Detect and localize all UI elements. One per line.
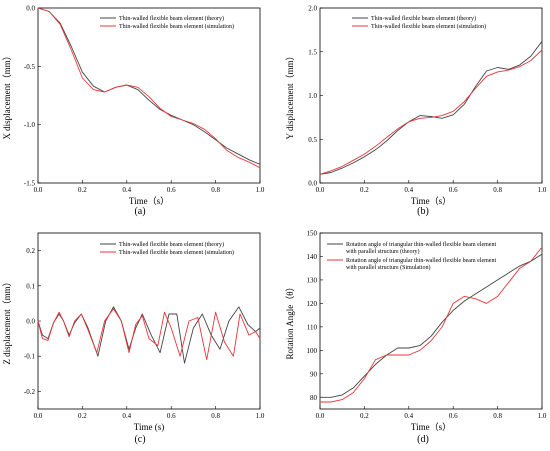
legend-label: Rotation angle of triangular thin-walled… [346, 257, 496, 264]
y-tick-label: 2.0 [308, 5, 317, 13]
x-tick-label: 0.8 [211, 412, 220, 420]
x-tick-label: 0.6 [167, 412, 176, 420]
chart-panel-4: 0.0 0.2 0.4 0.6 0.8 1.0 80 90 100 110 120 130 140 150… [285, 230, 547, 446]
y-tick-label: 80 [310, 394, 318, 402]
y-tick-label: -0.5 [24, 63, 36, 71]
x-tick-label: 1.0 [256, 412, 265, 420]
y-axis-label: X displacement（mm） [2, 51, 12, 139]
y-axis-label: Rotation Angle（θ） [285, 282, 295, 359]
y-tick-label: -1.5 [24, 180, 36, 188]
series-line-theory [319, 40, 543, 175]
y-tick-label: 0.5 [308, 136, 317, 144]
series-line-theory [319, 253, 543, 398]
legend-label: Thin-walled flexible beam element (theor… [119, 15, 224, 22]
y-axis-label: Z displacement（mm） [2, 277, 12, 364]
legend-label: Thin-walled flexible beam element (simul… [119, 23, 234, 30]
plot-frame [37, 7, 261, 184]
legend-label-line2: with parallel structure (Simulation) [346, 264, 430, 271]
series-line-simulation [319, 49, 543, 175]
x-axis-label: Time（s） [411, 196, 451, 206]
y-tick-label: 0.1 [26, 282, 35, 290]
legend-label: Thin-walled flexible beam element (simul… [371, 23, 486, 30]
legend-label: Thin-walled flexible beam element (theor… [119, 241, 224, 248]
series-line-simulation [319, 246, 543, 403]
y-tick-label: -0.1 [24, 353, 36, 361]
x-tick-label: 1.0 [538, 412, 547, 420]
series-line-theory [37, 7, 261, 165]
plot-frame [37, 232, 261, 410]
y-tick-label: 140 [307, 253, 318, 261]
y-tick-label: -0.2 [24, 388, 36, 396]
y-tick-label: 130 [307, 276, 318, 284]
x-tick-label: 0.0 [316, 412, 325, 420]
chart-panel-1: 0.0 0.2 0.4 0.6 0.8 1.0 -1.5 -1.0 -0.5 0.0 Time（s）… [2, 5, 265, 218]
chart-panel-2: 0.0 0.2 0.4 0.6 0.8 1.0 0.0 0.5 1.0 1.5 2.0 Time（s）… [285, 5, 547, 218]
x-tick-label: 0.0 [34, 412, 43, 420]
x-tick-label: 0.2 [78, 186, 87, 194]
x-axis-label: Time (s) [134, 422, 164, 432]
y-tick-label: 120 [307, 300, 318, 308]
series-line-simulation [37, 7, 261, 169]
y-tick-label: 110 [307, 323, 318, 331]
y-tick-label: 1.5 [308, 48, 317, 56]
x-tick-label: 0.4 [122, 186, 131, 194]
x-tick-label: 0.6 [167, 186, 176, 194]
y-tick-label: 0.0 [308, 180, 317, 188]
y-tick-label: 1.0 [308, 92, 317, 100]
legend-label: Thin-walled flexible beam element (theor… [371, 15, 476, 22]
y-tick-label: 0.2 [26, 247, 35, 255]
x-axis-label: Time（s） [129, 196, 169, 206]
legend-label: Thin-walled flexible beam element (simul… [119, 249, 234, 256]
plot-frame [319, 7, 543, 184]
panel-label: (c) [134, 434, 145, 445]
y-tick-label: 100 [307, 347, 318, 355]
y-tick-label: 150 [307, 230, 318, 238]
x-tick-label: 0.0 [34, 186, 43, 194]
legend-label-line2: with parallel structure (theory) [346, 248, 419, 255]
y-tick-label: 0.0 [26, 318, 35, 326]
y-tick-label: 90 [310, 370, 318, 378]
x-tick-label: 1.0 [256, 186, 265, 194]
x-tick-label: 1.0 [538, 186, 547, 194]
panel-label: (b) [417, 206, 429, 217]
x-tick-label: 0.2 [78, 412, 87, 420]
series-line-theory [37, 306, 261, 364]
chart-panel-3: 0.0 0.2 0.4 0.6 0.8 1.0 -0.2 -0.1 0.0 0.1 0.2 Time … [2, 232, 265, 445]
x-tick-label: 0.6 [449, 186, 458, 194]
y-axis-label: Y displacement（mm） [285, 52, 295, 140]
x-tick-label: 0.2 [360, 186, 369, 194]
y-tick-label: -1.0 [24, 121, 36, 129]
x-tick-label: 0.4 [122, 412, 131, 420]
y-tick-label: 0.0 [26, 5, 35, 13]
plot-frame [319, 232, 543, 410]
series-line-simulation [37, 308, 261, 361]
panel-label: (d) [417, 434, 429, 445]
panel-label: (a) [134, 206, 145, 217]
x-tick-label: 0.6 [449, 412, 458, 420]
x-tick-label: 0.2 [360, 412, 369, 420]
legend-label: Rotation angle of triangular thin-walled… [346, 241, 496, 248]
x-tick-label: 0.8 [211, 186, 220, 194]
x-tick-label: 0.8 [493, 412, 502, 420]
x-tick-label: 0.8 [493, 186, 502, 194]
x-axis-label: Time（s） [411, 422, 451, 432]
x-tick-label: 0.4 [404, 412, 413, 420]
x-tick-label: 0.0 [316, 186, 325, 194]
x-tick-label: 0.4 [404, 186, 413, 194]
